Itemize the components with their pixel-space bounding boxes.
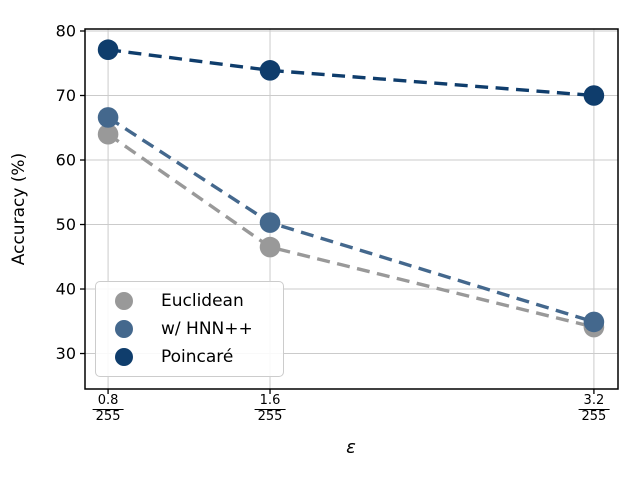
axes-frame: [84, 28, 619, 390]
y-tick-label: 60: [56, 151, 76, 170]
data-point: [259, 236, 281, 258]
fraction-numerator: 3.2: [583, 393, 605, 408]
data-point: [97, 39, 119, 61]
data-point: [583, 311, 605, 333]
series-line: [107, 48, 595, 98]
y-tick-label: 30: [56, 344, 76, 363]
y-tick-label: 80: [56, 21, 76, 40]
y-tick-label: 40: [56, 280, 76, 299]
legend-item: Euclidean: [96, 291, 283, 311]
fraction-numerator: 1.6: [259, 393, 281, 408]
legend-item: w/ HNN++: [96, 319, 283, 339]
legend-marker-icon: [115, 348, 133, 366]
y-tick-label: 70: [56, 86, 76, 105]
data-point: [259, 60, 281, 81]
x-tick-label: 1.6 255: [254, 393, 286, 425]
x-tick-label: 0.8 255: [92, 393, 124, 425]
y-tick-label: 50: [56, 215, 76, 234]
fraction-denominator: 255: [254, 408, 286, 425]
fraction-numerator: 0.8: [97, 393, 119, 408]
data-point: [97, 123, 119, 145]
legend-marker-icon: [115, 320, 133, 338]
y-axis-label: Accuracy (%): [9, 153, 29, 265]
data-point: [97, 107, 119, 128]
legend-label: Euclidean: [161, 291, 244, 311]
data-point: [259, 212, 281, 233]
fraction-denominator: 255: [578, 408, 610, 425]
legend-item: Poincaré: [96, 347, 283, 367]
legend: Euclidean w/ HNN++ Poincaré: [95, 281, 284, 377]
data-point: [583, 85, 605, 106]
legend-label: w/ HNN++: [161, 319, 253, 339]
x-tick-label: 3.2 255: [578, 393, 610, 425]
fraction-denominator: 255: [92, 408, 124, 425]
legend-marker-icon: [115, 292, 133, 310]
x-axis-label: ε: [346, 437, 356, 458]
legend-label: Poincaré: [161, 347, 234, 367]
